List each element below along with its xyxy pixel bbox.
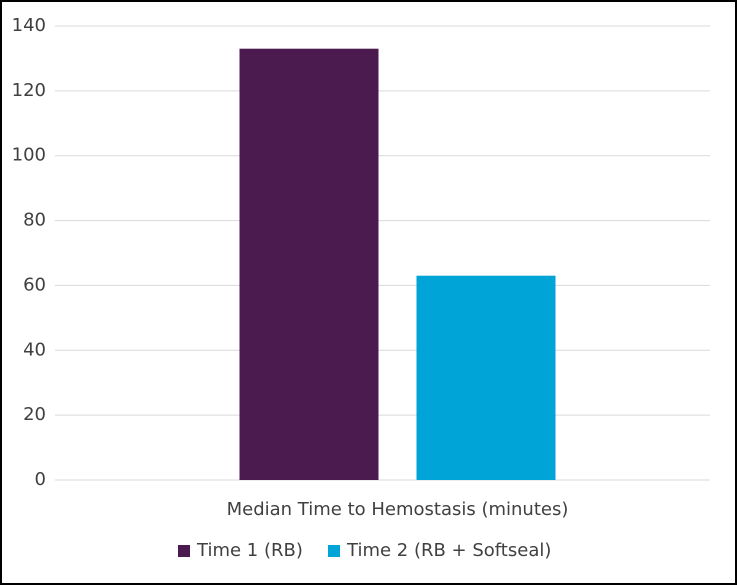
legend-marker: [328, 545, 340, 557]
x-tick-label: Median Time to Hemostasis (minutes): [227, 499, 569, 520]
legend-marker: [178, 545, 190, 557]
y-tick-label: 120: [12, 80, 46, 101]
y-tick-label: 60: [23, 274, 46, 295]
y-tick-label: 140: [12, 15, 46, 36]
legend-label: Time 1 (RB): [196, 540, 303, 561]
y-tick-label: 20: [23, 404, 46, 425]
bar: [416, 275, 556, 480]
y-tick-label: 100: [12, 145, 46, 166]
y-tick-label: 40: [23, 339, 46, 360]
y-tick-label: 0: [35, 469, 46, 490]
y-tick-label: 80: [23, 210, 46, 231]
legend-label: Time 2 (RB + Softseal): [346, 540, 551, 561]
bar: [239, 48, 379, 480]
